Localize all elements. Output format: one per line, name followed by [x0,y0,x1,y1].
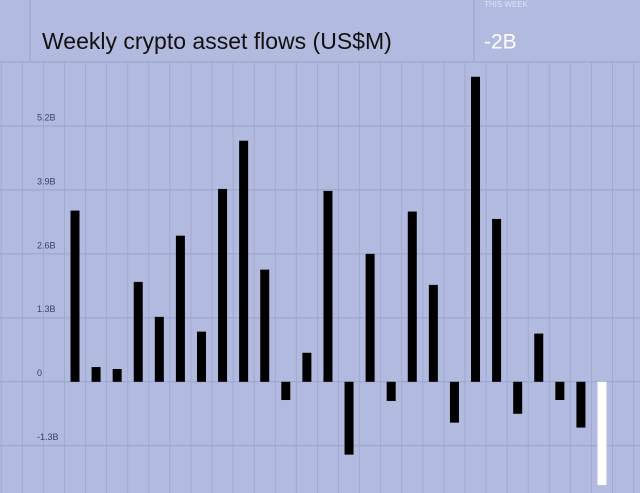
bar [239,140,249,382]
bar [576,381,586,428]
bar [471,76,481,382]
y-tick-label: 3.9B [37,176,56,186]
y-tick-label: 5.2B [37,112,56,122]
bar [555,381,565,401]
bar [70,210,80,382]
vertical-grid [0,62,635,493]
bar [597,381,607,486]
bar [513,381,523,414]
bar [218,188,228,382]
bar [323,190,333,382]
bar [154,316,164,382]
chart-title: Weekly crypto asset flows (US$M) [42,28,392,54]
y-tick-label: 1.3B [37,304,56,314]
bar [302,352,312,382]
bar [112,369,122,382]
bar [196,331,206,382]
bar [534,333,544,382]
this-week-label: THIS WEEK [484,0,529,9]
this-week-value: -2B [484,31,517,54]
bar [344,381,354,455]
bar [428,284,438,382]
bar [260,269,270,382]
y-tick-label: 0 [37,368,42,378]
y-tick-label: 2.6B [37,240,56,250]
bar [386,381,396,401]
bar [407,211,417,382]
bar [175,235,185,382]
y-tick-label: -1.3B [37,432,59,442]
bar [133,281,143,382]
bar [365,253,375,382]
bar [281,381,291,401]
bar [492,218,502,382]
bar [449,381,459,423]
bar [91,367,101,382]
